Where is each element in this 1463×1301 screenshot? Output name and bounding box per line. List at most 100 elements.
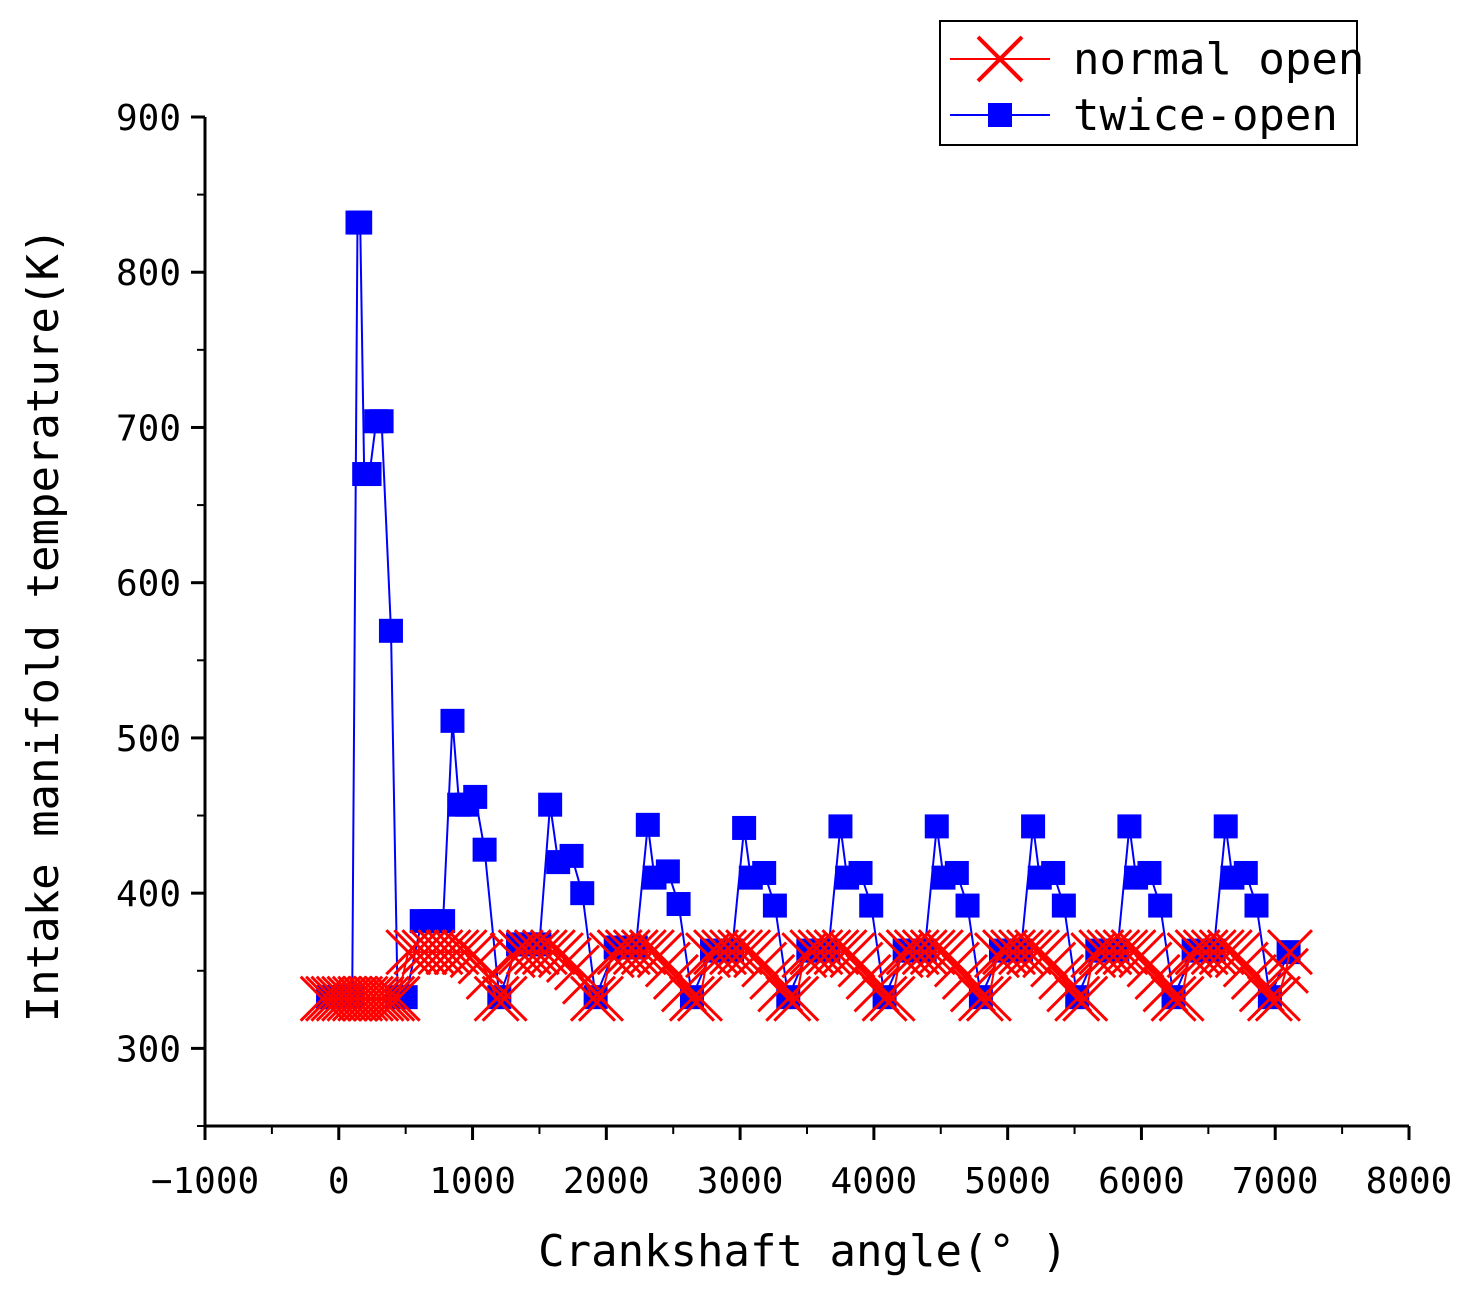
twice-open-point — [463, 784, 488, 809]
y-tick-label: 400 — [116, 874, 181, 915]
normal-open-point — [805, 929, 852, 976]
twice-open-point — [1041, 860, 1066, 885]
normal-open-point — [652, 953, 699, 1001]
twice-open-point — [859, 893, 884, 918]
normal-open-point — [569, 975, 617, 1022]
x-tick-label: 3000 — [697, 1161, 784, 1202]
normal-open-point — [965, 975, 1012, 1022]
normal-open-point — [813, 929, 860, 976]
x-tick-label: 4000 — [831, 1161, 918, 1202]
twice-open-point — [538, 792, 563, 817]
normal-open-point — [668, 975, 716, 1022]
normal-open-point — [521, 929, 568, 976]
twice-open-point — [570, 881, 595, 906]
twice-open-point — [635, 812, 660, 837]
normal-open-point — [1230, 953, 1277, 1001]
normal-open-point — [773, 975, 820, 1022]
normal-open-point — [981, 929, 1029, 976]
normal-open-point — [1102, 929, 1149, 976]
normal-open-point — [596, 929, 643, 976]
normal-open-point — [409, 929, 456, 976]
twice-open-point — [1117, 814, 1142, 839]
twice-open-point — [924, 814, 949, 839]
normal-open-point — [1254, 975, 1301, 1022]
legend-marker-twice-open — [988, 103, 1012, 127]
x-tick-label: 6000 — [1098, 1161, 1185, 1202]
normal-open-point — [997, 929, 1045, 976]
twice-open-point — [666, 892, 691, 917]
x-tick-label: 2000 — [563, 1161, 650, 1202]
normal-open-point — [299, 975, 346, 1022]
normal-open-point — [393, 929, 440, 976]
normal-open-point — [885, 929, 932, 976]
normal-open-point — [1174, 929, 1221, 976]
twice-open-point — [431, 909, 456, 934]
normal-open-point — [457, 938, 504, 985]
normal-open-point — [1150, 975, 1197, 1022]
twice-open-point — [1148, 893, 1173, 918]
normal-open-point — [1094, 929, 1141, 976]
twice-open-point — [732, 815, 757, 840]
twice-open-point — [378, 618, 403, 643]
normal-open-point — [861, 975, 908, 1022]
x-tick-label: 0 — [328, 1161, 350, 1202]
x-tick-label: 5000 — [964, 1161, 1051, 1202]
normal-open-point — [1006, 929, 1053, 976]
twice-open-point — [762, 893, 787, 918]
twice-open-point — [440, 708, 465, 733]
normal-open-point — [497, 929, 544, 976]
normal-open-point — [553, 944, 600, 991]
normal-open-point — [765, 975, 812, 1022]
normal-open-point — [901, 929, 948, 976]
normal-open-point — [353, 975, 400, 1022]
twice-open-point — [357, 462, 382, 487]
normal-open-point — [401, 929, 448, 976]
twice-open-point — [559, 843, 584, 868]
normal-open-point — [326, 975, 373, 1022]
twice-open-point — [348, 210, 373, 235]
normal-open-point — [620, 929, 667, 976]
normal-open-point — [331, 975, 378, 1022]
y-tick-label: 900 — [116, 98, 181, 139]
plot-area — [299, 210, 1313, 1022]
normal-open-point — [374, 975, 421, 1022]
x-ticks: −1000 0 1000 2000 3000 4000 5000 6000 7000 8000 — [151, 1126, 1452, 1202]
legend-marker-normal-open — [976, 35, 1024, 83]
normal-open-point — [749, 953, 796, 1001]
normal-open-point — [1134, 953, 1181, 1001]
normal-open-point — [529, 929, 576, 976]
normal-open-point — [342, 975, 389, 1022]
normal-open-point — [433, 929, 480, 976]
normal-open-point — [909, 929, 956, 976]
y-tick-label: 700 — [116, 408, 181, 449]
normal-open-point — [337, 975, 384, 1022]
twice-open-point — [1244, 893, 1269, 918]
legend: normal open twice-open — [939, 20, 1364, 146]
normal-open-point — [1062, 975, 1109, 1022]
y-tick-label: 800 — [116, 253, 181, 294]
normal-open-point — [321, 975, 368, 1022]
normal-open-point — [612, 929, 659, 976]
normal-open-point — [425, 929, 472, 976]
legend-label-twice-open: twice-open — [1073, 90, 1338, 141]
twice-open-point — [1051, 893, 1076, 918]
normal-open-point — [1246, 975, 1293, 1022]
x-tick-label: −1000 — [151, 1161, 259, 1202]
legend-label-normal-open: normal open — [1073, 34, 1364, 85]
twice-open-point — [944, 860, 969, 885]
normal-open-point — [385, 929, 432, 976]
normal-open-point — [1262, 947, 1309, 994]
y-tick-label: 500 — [116, 719, 181, 760]
x-axis-title: Crankshaft angle(° ) — [538, 1226, 1068, 1277]
twice-open-point — [369, 409, 394, 434]
twice-open-point — [655, 859, 680, 884]
normal-open-point — [369, 975, 416, 1022]
normal-open-point — [717, 929, 764, 976]
twice-open-point — [1021, 814, 1046, 839]
normal-open-point — [1266, 929, 1313, 976]
normal-open-point — [1190, 929, 1237, 976]
y-tick-label: 600 — [116, 564, 181, 605]
twice-open-point — [1233, 860, 1258, 885]
normal-open-point — [845, 953, 892, 1001]
